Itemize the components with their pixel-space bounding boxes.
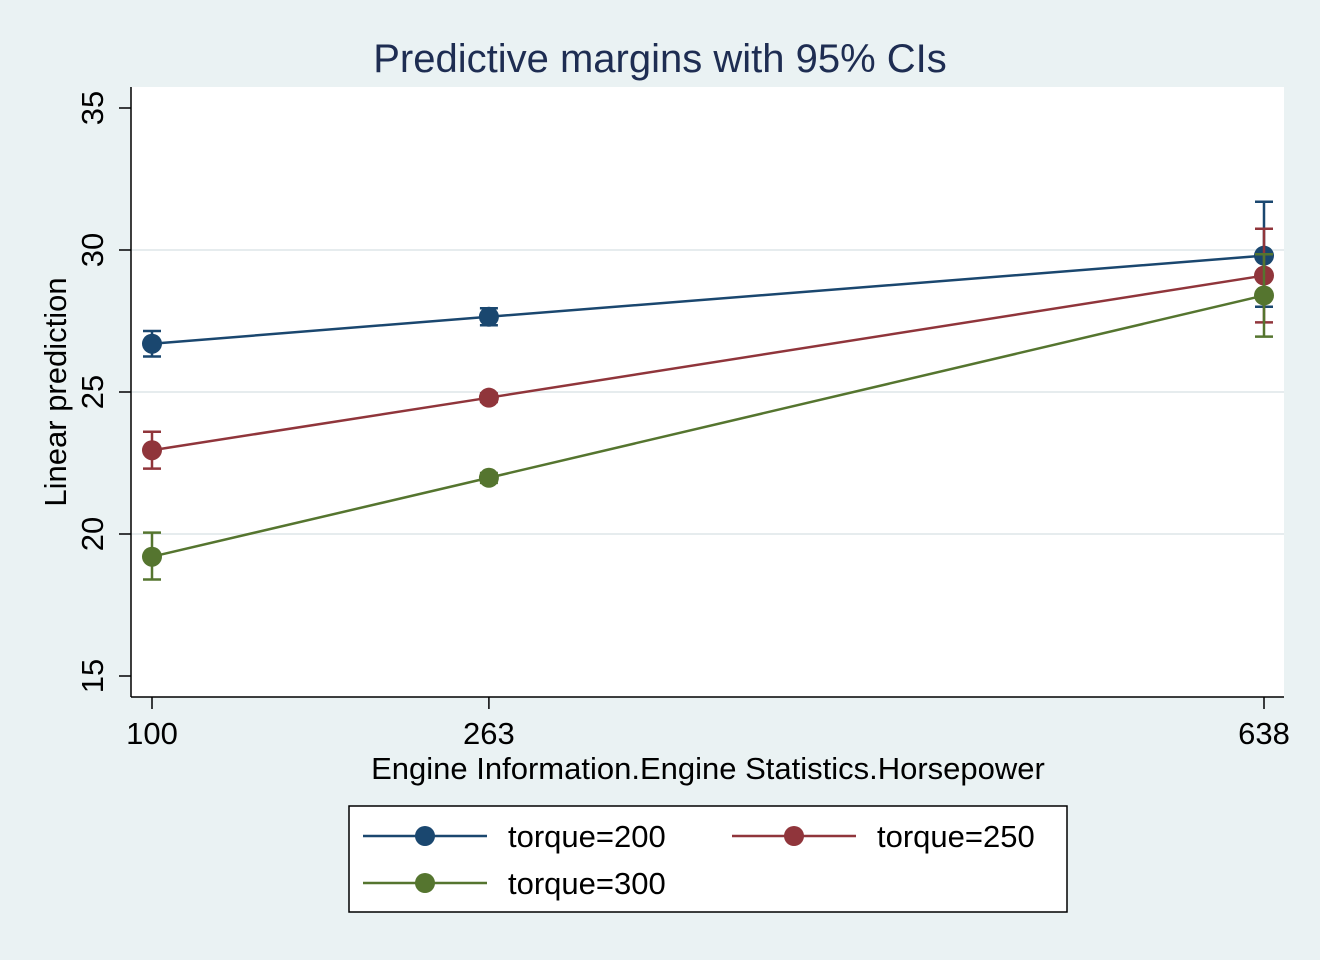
point-1-1 [142,333,162,354]
chart-title: Predictive margins with 95% CIs [373,37,947,81]
legend-label-1: torque=200 [508,819,666,854]
x-tick-label-638: 638 [1238,716,1290,751]
x-axis-ticks: 100 263 638 [126,697,1290,751]
y-tick-label-30: 30 [75,233,110,267]
legend-label-3: torque=300 [508,866,666,901]
legend-swatch-marker-2 [784,826,804,846]
y-tick-label-20: 20 [75,517,110,551]
legend: torque=200 torque=250 torque=300 [363,819,1035,901]
y-axis-ticks: 15 20 25 30 35 [75,91,131,693]
gridlines [131,249,1284,535]
point-3-1 [142,546,162,567]
y-tick-label-35: 35 [75,91,110,125]
point-2-2 [478,387,499,408]
legend-swatch-marker-3 [415,873,435,893]
y-tick-label-25: 25 [75,375,110,409]
y-tick-label-15: 15 [75,659,110,693]
series-3 [142,253,1274,581]
legend-box [348,805,1068,913]
x-tick-label-263: 263 [463,716,515,751]
point-3-3 [1254,285,1274,306]
legend-label-2: torque=250 [877,819,1035,854]
y-axis-label: Linear prediction [38,277,73,506]
x-tick-label-100: 100 [126,716,178,751]
legend-swatch-marker-1 [415,826,435,846]
x-axis-label: Engine Information.Engine Statistics.Hor… [371,751,1045,786]
legend-item-3: torque=300 [363,866,666,901]
point-2-1 [142,440,162,461]
point-3-2 [478,467,499,488]
series-group [142,200,1274,581]
legend-item-1: torque=200 [363,819,666,854]
legend-item-2: torque=250 [732,819,1035,854]
point-1-2 [478,306,499,327]
